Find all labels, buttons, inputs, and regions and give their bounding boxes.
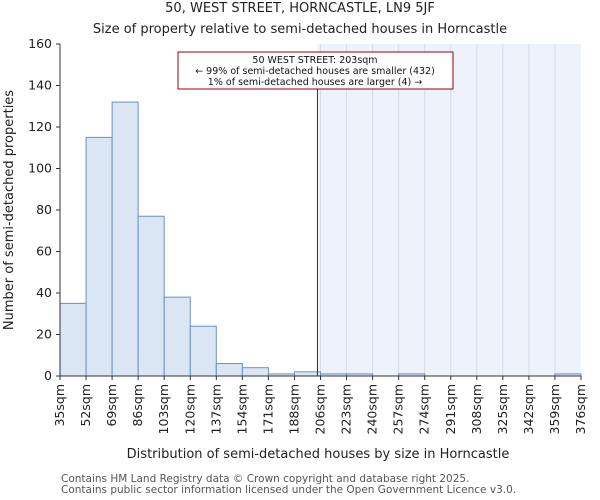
x-tick-label: 120sqm bbox=[182, 384, 197, 434]
bar-103sqm bbox=[163, 296, 191, 377]
annotation-box: 50 WEST STREET: 203sqm ← 99% of semi-det… bbox=[177, 51, 454, 90]
y-tick-label: 120 bbox=[28, 119, 52, 134]
footer-line-2: Contains public sector information licen… bbox=[61, 484, 517, 496]
x-tick-label: 257sqm bbox=[391, 384, 406, 434]
annotation-line-3: 1% of semi-detached houses are larger (4… bbox=[208, 77, 422, 88]
x-tick-label: 188sqm bbox=[286, 384, 301, 434]
y-tick-label: 140 bbox=[28, 78, 52, 93]
x-tick-label: 52sqm bbox=[78, 384, 93, 427]
x-tick-label: 376sqm bbox=[573, 384, 588, 434]
chart-subtitle: Size of property relative to semi-detach… bbox=[93, 22, 507, 37]
x-axis-ticks: 35sqm 52sqm 69sqm 86sqm 103sqm 120sqm 137sqm 15… bbox=[52, 376, 588, 434]
x-tick-label: 325sqm bbox=[495, 384, 510, 434]
x-tick-label: 291sqm bbox=[443, 384, 458, 434]
x-tick-label: 359sqm bbox=[547, 384, 562, 434]
annotation-line-1: 50 WEST STREET: 203sqm bbox=[252, 55, 377, 66]
x-axis-label: Distribution of semi-detached houses by … bbox=[127, 447, 510, 462]
footer-line-1: Contains HM Land Registry data © Crown c… bbox=[61, 473, 470, 485]
y-tick-label: 80 bbox=[36, 202, 52, 217]
bar-154sqm bbox=[241, 367, 269, 377]
x-tick-label: 240sqm bbox=[365, 384, 380, 434]
x-tick-label: 69sqm bbox=[104, 384, 119, 427]
x-tick-label: 137sqm bbox=[208, 384, 223, 434]
y-tick-label: 20 bbox=[36, 327, 52, 342]
bar-120sqm bbox=[189, 325, 217, 377]
y-tick-label: 0 bbox=[44, 368, 52, 383]
bar-52sqm bbox=[85, 136, 113, 377]
x-tick-label: 206sqm bbox=[313, 384, 328, 434]
bar-137sqm bbox=[215, 363, 243, 377]
bar-86sqm bbox=[137, 215, 165, 377]
y-axis-ticks: 0 20 40 60 80 100 120 140 160 bbox=[28, 36, 60, 383]
x-tick-label: 223sqm bbox=[339, 384, 354, 434]
x-tick-label: 342sqm bbox=[521, 384, 536, 434]
y-tick-label: 60 bbox=[36, 244, 52, 259]
y-axis-label: Number of semi-detached properties bbox=[2, 90, 17, 330]
x-tick-label: 154sqm bbox=[234, 384, 249, 434]
chart-title: 50, WEST STREET, HORNCASTLE, LN9 5JF bbox=[165, 1, 435, 16]
x-tick-label: 171sqm bbox=[260, 384, 275, 434]
x-tick-label: 274sqm bbox=[417, 384, 432, 434]
larger-region-highlight bbox=[317, 44, 581, 376]
vertical-gridlines bbox=[320, 44, 556, 376]
y-tick-label: 160 bbox=[28, 36, 52, 51]
bar-35sqm bbox=[59, 302, 87, 377]
x-tick-label: 35sqm bbox=[52, 384, 67, 427]
x-tick-label: 86sqm bbox=[130, 384, 145, 427]
x-tick-label: 308sqm bbox=[469, 384, 484, 434]
y-tick-label: 100 bbox=[28, 161, 52, 176]
y-tick-label: 40 bbox=[36, 285, 52, 300]
bar-69sqm bbox=[111, 101, 139, 377]
annotation-line-2: ← 99% of semi-detached houses are smalle… bbox=[195, 66, 435, 77]
annotation-frame bbox=[177, 51, 454, 90]
x-tick-label: 103sqm bbox=[156, 384, 171, 434]
bar-188sqm bbox=[293, 371, 322, 377]
